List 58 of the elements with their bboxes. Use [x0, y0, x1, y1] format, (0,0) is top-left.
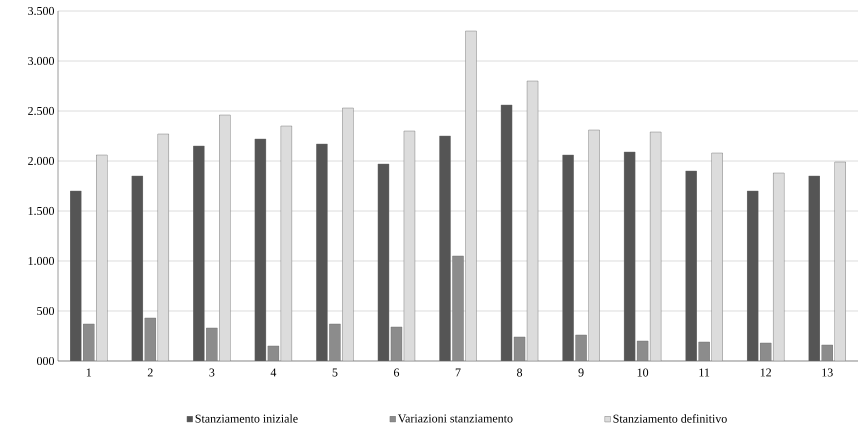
bar: [280, 126, 292, 361]
bar: [808, 176, 820, 361]
bar: [747, 190, 758, 361]
y-tick-label: 500: [37, 306, 54, 316]
y-tick-label: 2.500: [28, 106, 54, 116]
bar: [624, 152, 636, 361]
x-tick-label: 5: [332, 368, 338, 376]
x-tick-label: 11: [699, 368, 710, 376]
x-tick-label: 4: [270, 368, 276, 376]
x-tick-label: 6: [394, 368, 400, 377]
bar: [760, 342, 772, 361]
y-tick-label: 1.000: [28, 256, 54, 266]
y-tick-label: 3.000: [28, 56, 54, 66]
bar: [772, 172, 784, 361]
x-tick-label: 7: [456, 368, 461, 376]
bar: [144, 318, 156, 361]
bar: [219, 114, 231, 361]
bar: [562, 154, 574, 361]
bar: [83, 324, 94, 361]
bar: [254, 138, 266, 361]
bar: [132, 176, 144, 361]
bar: [685, 170, 697, 361]
x-tick-label: 8: [517, 368, 522, 377]
x-tick-label: 1: [86, 368, 92, 376]
bar: [316, 144, 328, 361]
bar: [404, 130, 416, 361]
bar: [465, 30, 477, 361]
bar: [206, 328, 218, 361]
bar: [698, 342, 710, 361]
bar: [96, 154, 108, 361]
y-tick-label: 2.000: [28, 156, 54, 166]
bar: [575, 334, 587, 361]
bar: [439, 136, 451, 361]
bar: [834, 162, 846, 361]
x-tick-label: 9: [578, 368, 584, 377]
x-tick-label: 3: [209, 368, 214, 377]
x-tick-label: 10: [638, 368, 648, 377]
x-tick-label: 12: [760, 368, 772, 376]
bar: [650, 132, 662, 361]
bar: [500, 104, 512, 361]
bar: [342, 108, 354, 361]
bar: [711, 152, 723, 361]
y-tick-label: 000: [37, 356, 54, 366]
bar: [378, 164, 390, 361]
bar: [588, 130, 600, 361]
bar: [70, 190, 82, 361]
y-tick-label: 3.500: [28, 6, 54, 16]
bar: [526, 80, 538, 361]
x-tick-label: 2: [148, 368, 153, 376]
x-tick-label: 13: [822, 368, 833, 377]
y-tick-label: 1.500: [28, 206, 54, 216]
bar: [193, 146, 205, 361]
legend-label: Stanziamento definitivo: [613, 414, 727, 423]
legend-label: Variazioni stanziamento: [398, 414, 513, 423]
bar: [452, 256, 464, 361]
bar: [636, 340, 648, 361]
bar: [158, 134, 169, 361]
legend-label: Stanziamento iniziale: [196, 414, 298, 423]
